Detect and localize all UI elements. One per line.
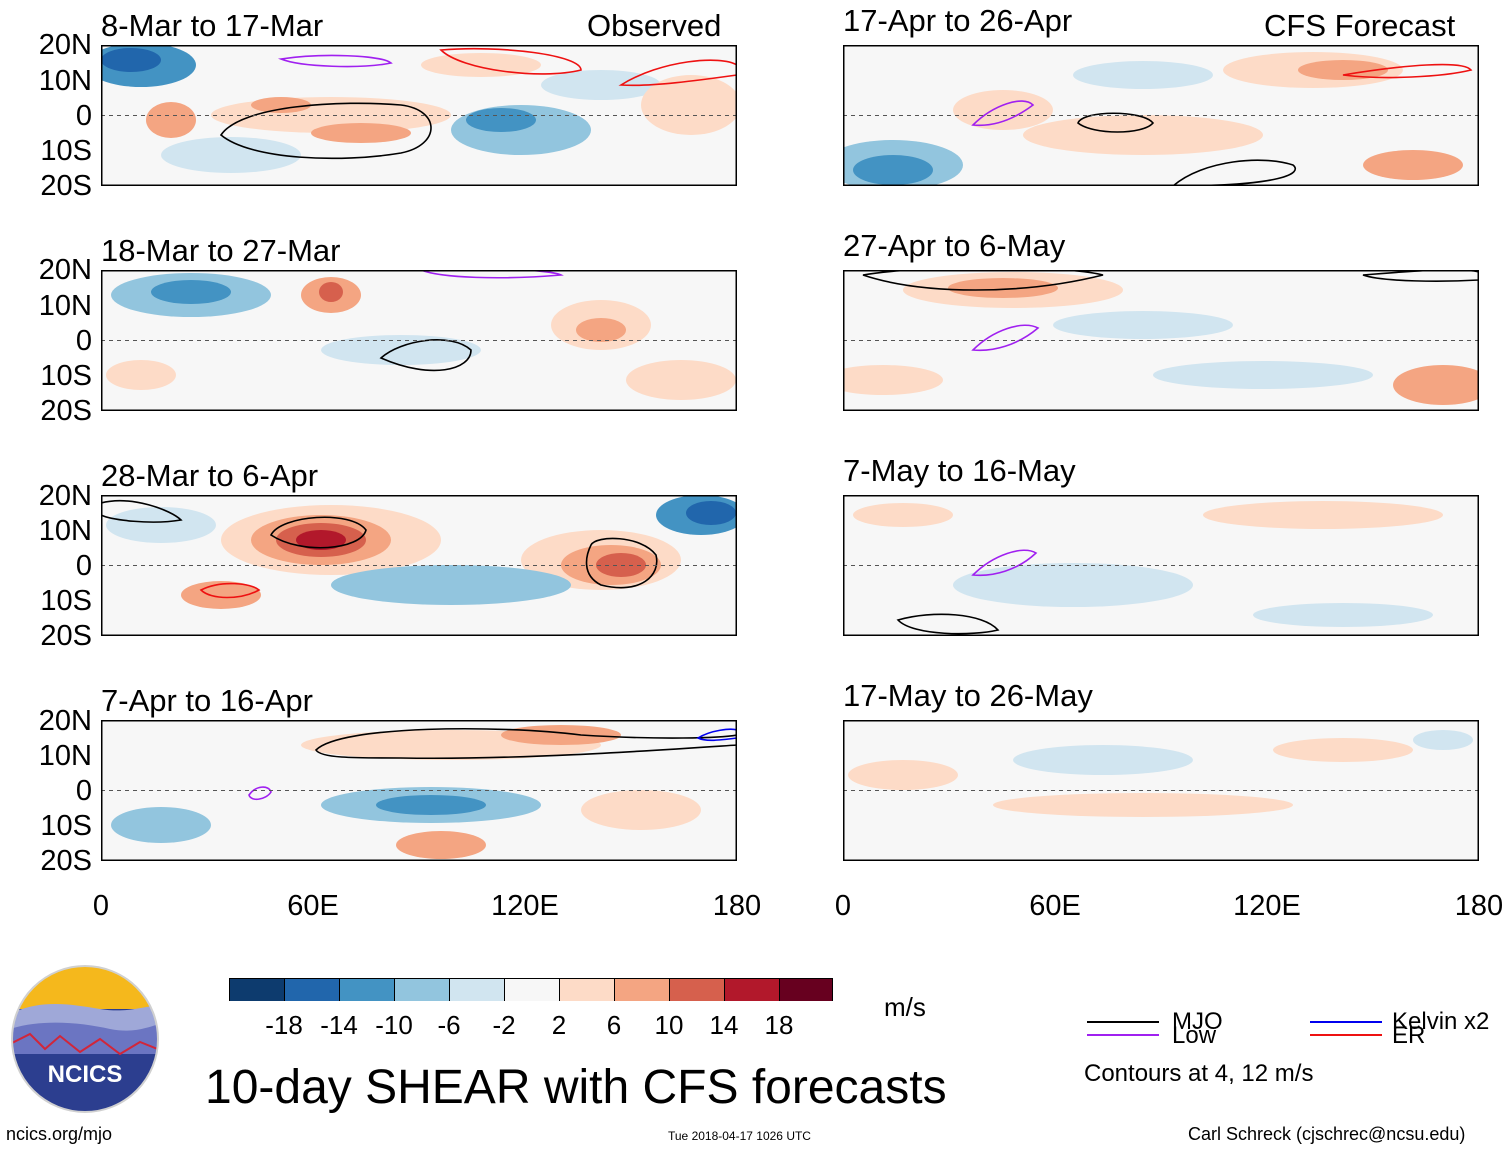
y-tick-label: 20S [40,620,92,652]
x-tick-label: 180 [1454,890,1504,922]
panel-title-p5: 17-Apr to 26-Apr [843,3,1073,38]
logo-text: NCICS [48,1061,123,1088]
y-tick-label: 0 [75,100,92,132]
map-panel-p2 [101,270,737,411]
x-tick-label: 120E [491,890,559,922]
y-tick-label: 20S [40,845,92,877]
x-tick-label: 120E [1233,890,1301,922]
legend-line-er [1310,1034,1382,1036]
ncics-logo: NCICS [10,964,160,1114]
y-tick-label: 20N [38,705,92,737]
legend-label-low: Low [1172,1022,1217,1049]
x-tick-label: 0 [834,890,852,922]
x-tick-label: 60E [1029,890,1081,922]
panel-title-p4: 7-Apr to 16-Apr [101,683,313,718]
legend-label-er: ER [1392,1022,1426,1049]
y-tick-label: 10S [40,585,92,617]
legend-note: Contours at 4, 12 m/s [1084,1060,1314,1087]
colorbar-label: 6 [606,1010,622,1040]
map-panel-p6 [843,270,1479,411]
colorbar-label: -6 [437,1010,461,1040]
footer-timestamp: Tue 2018-04-17 1026 UTC [668,1129,811,1143]
legend-label-mjo: MJO [1172,1008,1223,1035]
map-panel-p8 [843,720,1479,861]
panel-title-p6: 27-Apr to 6-May [843,228,1066,263]
panel-title-p7: 7-May to 16-May [843,453,1076,488]
map-panel-p1 [101,45,737,186]
colorbar-label: -2 [492,1010,516,1040]
legend-line-kelvin [1310,1021,1382,1023]
y-tick-label: 20N [38,480,92,512]
footer-url[interactable]: ncics.org/mjo [6,1124,113,1144]
y-tick-label: 10S [40,810,92,842]
colorbar-label: 2 [551,1010,567,1040]
y-tick-label: 10S [40,360,92,392]
y-tick-label: 10N [38,515,92,547]
y-tick-label: 20S [40,170,92,202]
colorbar-label: 18 [764,1010,794,1040]
x-tick-label: 0 [92,890,110,922]
figure-title: 10-day SHEAR with CFS forecasts [205,1061,947,1114]
colorbar-label-band [229,1001,833,1031]
colorbar-label: 10 [654,1010,684,1040]
y-tick-label: 10N [38,290,92,322]
legend-line-low [1087,1034,1159,1036]
x-tick-label: 60E [287,890,339,922]
x-tick-label: 180 [712,890,762,922]
y-tick-label: 10S [40,135,92,167]
y-tick-label: 10N [38,65,92,97]
y-tick-label: 10N [38,740,92,772]
map-panel-p4 [101,720,737,861]
panel-title-p8: 17-May to 26-May [843,678,1093,713]
y-tick-label: 20N [38,29,92,61]
map-panel-p7 [843,495,1479,636]
forecast-label: CFS Forecast [1264,8,1456,43]
y-tick-label: 20S [40,395,92,427]
colorbar-unit: m/s [884,992,926,1022]
panel-title-p2: 18-Mar to 27-Mar [101,233,341,268]
colorbar-label: -18 [265,1010,303,1040]
y-tick-label: 0 [75,325,92,357]
colorbar-label: -14 [320,1010,358,1040]
y-tick-label: 0 [75,775,92,807]
map-panel-p5 [843,45,1479,186]
y-tick-label: 20N [38,254,92,286]
y-tick-label: 0 [75,550,92,582]
panel-title-p1: 8-Mar to 17-Mar [101,8,324,43]
colorbar-label: 14 [709,1010,739,1040]
observed-label: Observed [587,8,722,43]
legend-line-mjo [1087,1021,1159,1023]
legend-label-kelvin: Kelvin x2 [1392,1008,1490,1035]
map-panel-p3 [101,495,737,636]
colorbar-label: -10 [375,1010,413,1040]
footer-credit: Carl Schreck (cjschrec@ncsu.edu) [1188,1124,1466,1144]
panel-title-p3: 28-Mar to 6-Apr [101,458,319,493]
